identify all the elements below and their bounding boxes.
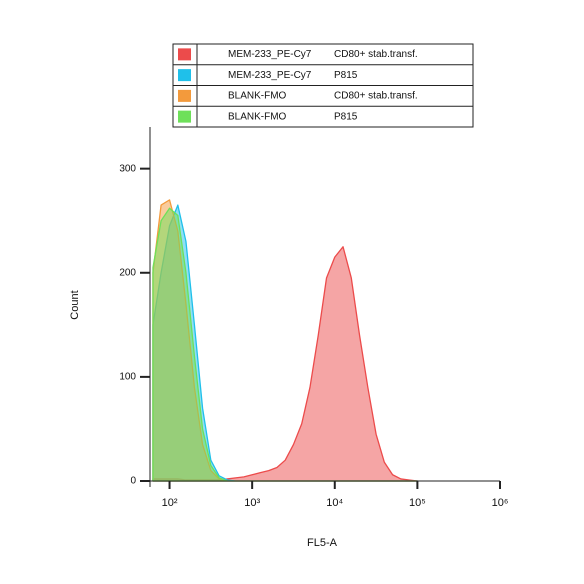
legend-swatch xyxy=(178,48,191,61)
legend-name: BLANK-FMO xyxy=(228,91,287,102)
legend-sample: P815 xyxy=(334,111,358,122)
legend-sample: CD80+ stab.transf. xyxy=(334,91,418,102)
legend-sample: CD80+ stab.transf. xyxy=(334,49,418,60)
legend-swatch xyxy=(178,89,191,102)
x-tick-label: 10² xyxy=(162,497,178,509)
x-axis-label: FL5-A xyxy=(307,537,338,549)
legend-sample: P815 xyxy=(334,70,358,81)
x-tick-label: 10⁵ xyxy=(409,497,426,509)
x-tick-label: 10³ xyxy=(244,497,260,509)
y-axis-label: Count xyxy=(69,290,81,319)
y-tick-label: 300 xyxy=(119,163,136,174)
x-tick-label: 10⁴ xyxy=(326,497,343,509)
y-tick-label: 100 xyxy=(119,372,136,383)
legend-swatch xyxy=(178,69,191,82)
legend-name: MEM-233_PE-Cy7 xyxy=(228,49,312,60)
x-tick-label: 10⁶ xyxy=(492,497,509,509)
y-tick-label: 0 xyxy=(130,476,136,487)
legend-swatch xyxy=(178,110,191,123)
legend-name: MEM-233_PE-Cy7 xyxy=(228,70,312,81)
y-tick-label: 200 xyxy=(119,267,136,278)
legend-name: BLANK-FMO xyxy=(228,111,287,122)
